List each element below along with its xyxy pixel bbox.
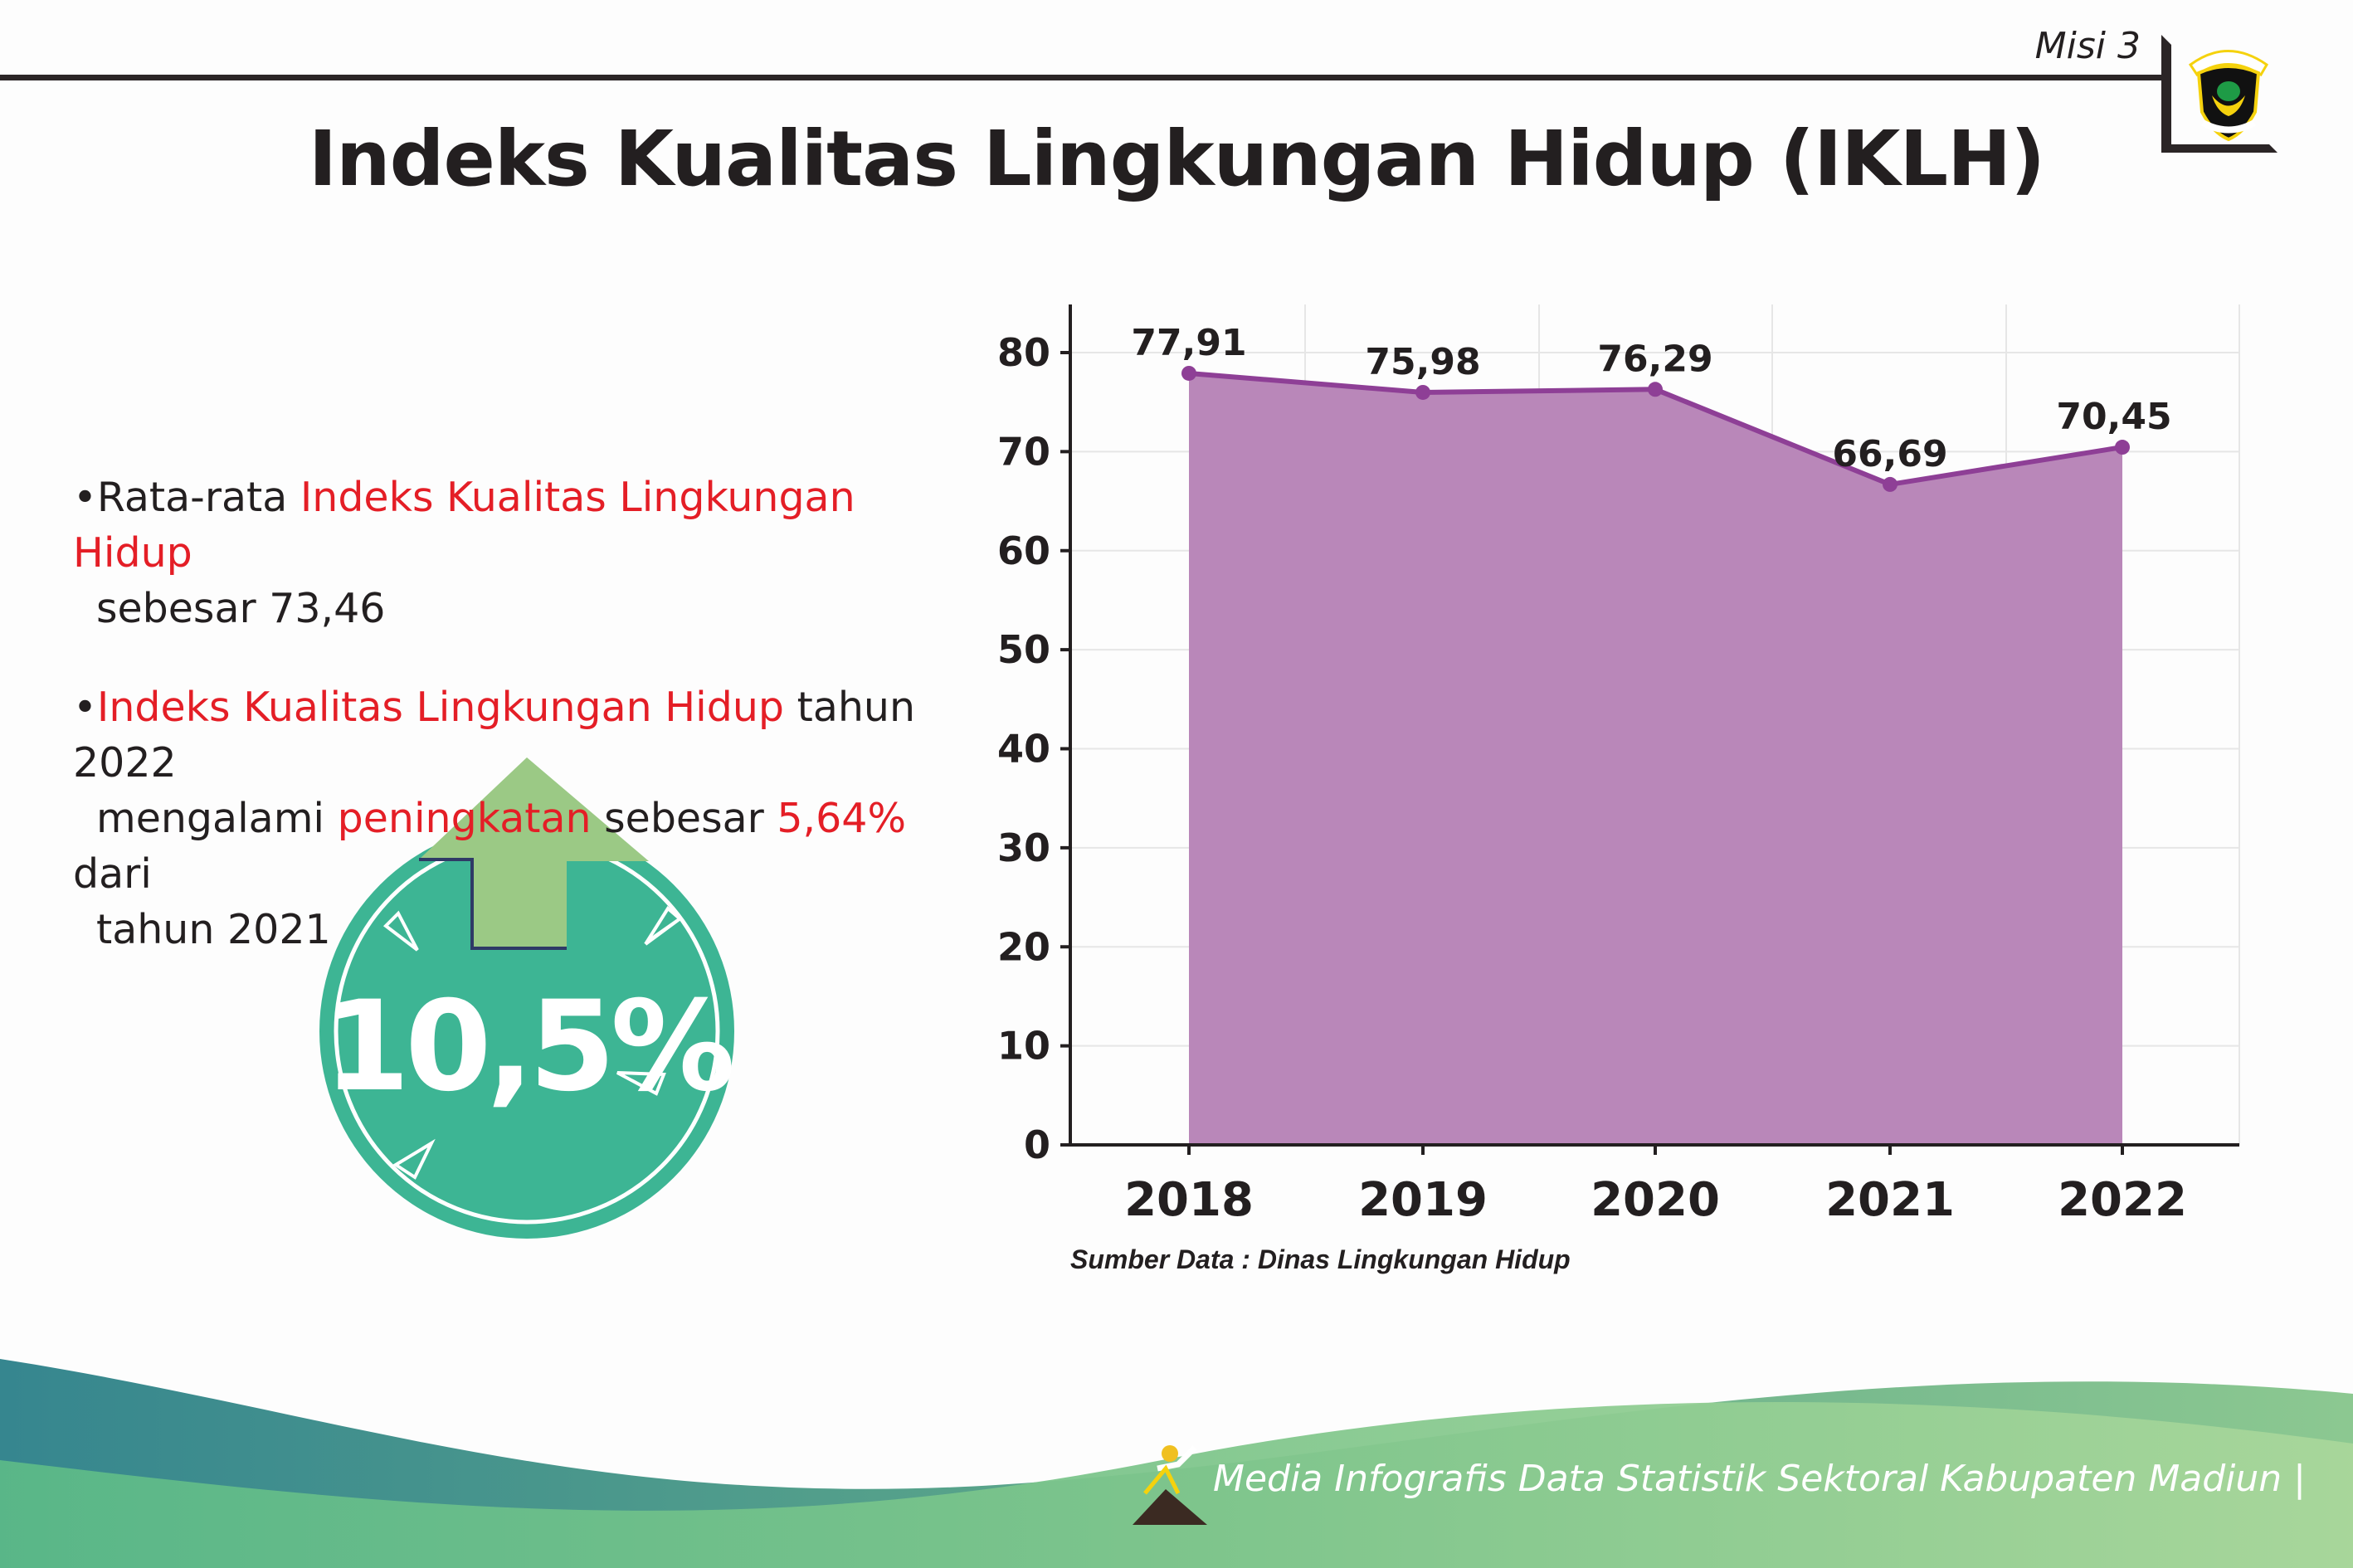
area-fill: [1189, 373, 2122, 1146]
data-label: 77,91: [1131, 322, 1246, 364]
summary-bullets: •Rata-rata Indeks Kualitas Lingkungan Hi…: [73, 470, 944, 1001]
x-tick-label: 2022: [2058, 1173, 2187, 1227]
kabupaten-madiun-logo: [2188, 50, 2268, 142]
sparkle-icon: [392, 1138, 436, 1180]
bullet-highlight: Indeks Kualitas Lingkungan Hidup: [73, 474, 855, 577]
y-tick-label: 0: [1024, 1122, 1050, 1167]
bullet-text: dari: [73, 850, 152, 898]
footer-wave-front: [0, 1402, 2353, 1568]
data-point: [1181, 365, 1196, 381]
data-point: [1883, 476, 1898, 492]
x-tick-label: 2020: [1591, 1173, 1720, 1227]
y-tick-label: 60: [997, 528, 1050, 573]
bullet-highlight: peningkatan: [337, 795, 592, 842]
x-tick-label: 2018: [1124, 1173, 1254, 1227]
bullet-text: tahun 2022: [73, 684, 916, 786]
mascot-icon: [1133, 1445, 1207, 1525]
bullet-text: sebesar: [591, 795, 777, 842]
y-tick-label: 80: [997, 330, 1050, 375]
y-tick-label: 40: [997, 727, 1050, 772]
data-point: [2115, 440, 2130, 455]
data-label: 76,29: [1597, 338, 1712, 380]
y-tick-label: 50: [997, 627, 1050, 672]
sparkle-icon: [382, 910, 419, 952]
x-tick-label: 2019: [1358, 1173, 1488, 1227]
bullet-highlight: Indeks Kualitas Lingkungan Hidup: [96, 684, 785, 731]
y-tick-label: 30: [997, 825, 1050, 870]
bullet-text: tahun 2021: [96, 906, 331, 953]
data-label: 66,69: [1832, 433, 1947, 475]
sparkle-icon: [616, 1071, 666, 1096]
bullet-text: Rata-rata: [96, 474, 300, 521]
data-point: [1415, 384, 1430, 400]
y-tick-label: 70: [997, 429, 1050, 474]
arrow-up-icon: [419, 757, 649, 948]
increase-badge: [319, 757, 734, 1239]
footer-text: Media Infografis Data Statistik Sektoral…: [1213, 1458, 2306, 1500]
data-label: 70,45: [2056, 396, 2171, 438]
page-title: Indeks Kualitas Lingkungan Hidup (IKLH): [308, 114, 2045, 203]
bullet-text: mengalami: [96, 795, 338, 842]
mission-label: Misi 3: [2034, 25, 2141, 67]
y-tick-label: 20: [997, 924, 1050, 969]
data-source: Sumber Data : Dinas Lingkungan Hidup: [1070, 1244, 1571, 1274]
bullet-highlight: 5,64%: [777, 795, 907, 842]
badge-value: 10,5%: [323, 975, 735, 1119]
sparkle-icon: [644, 905, 682, 946]
bullet-text: sebesar 73,46: [96, 585, 386, 632]
data-point: [1648, 382, 1663, 397]
header-rule: [0, 75, 2165, 80]
bullet-average: •Rata-rata Indeks Kualitas Lingkungan Hi…: [73, 474, 855, 632]
x-tick-label: 2021: [1825, 1173, 1955, 1227]
data-label: 75,98: [1365, 341, 1480, 383]
bullet-increase: •Indeks Kualitas Lingkungan Hidup tahun …: [73, 684, 916, 953]
y-tick-label: 10: [997, 1024, 1050, 1069]
iklh-area-chart: 0 10 20 30 40 50 60 70 80 77,91 75,98 76,29 66,69 70,…: [997, 304, 2240, 1227]
